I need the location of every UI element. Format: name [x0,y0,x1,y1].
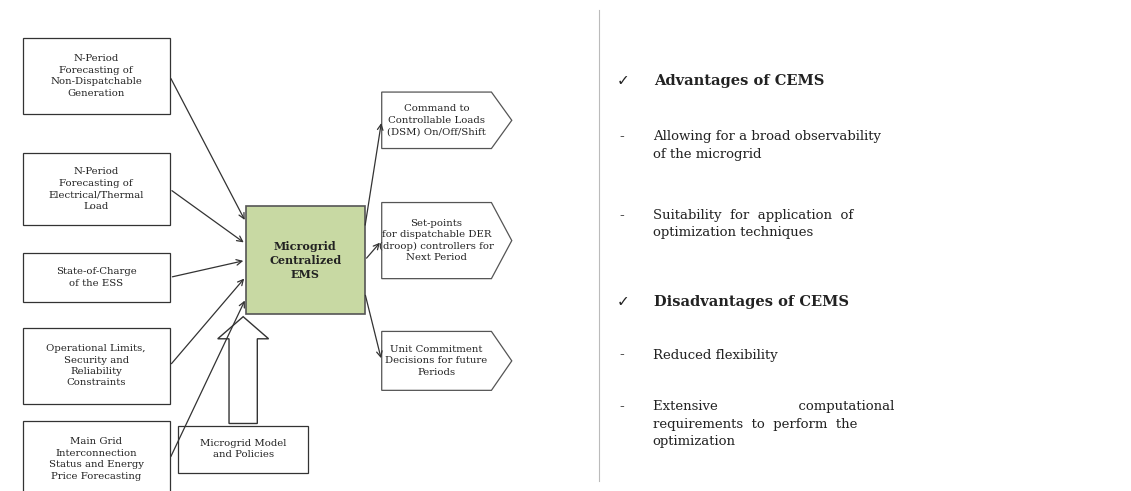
Polygon shape [217,317,269,423]
FancyBboxPatch shape [23,421,170,491]
Polygon shape [382,202,511,279]
Text: State-of-Charge
of the ESS: State-of-Charge of the ESS [55,267,137,288]
Polygon shape [382,331,511,390]
FancyBboxPatch shape [178,426,308,472]
Text: Extensive                   computational
requirements  to  perform  the
optimiz: Extensive computational requirements to … [653,400,893,448]
Text: Operational Limits,
Security and
Reliability
Constraints: Operational Limits, Security and Reliabi… [46,344,146,387]
Text: Command to
Controllable Loads
(DSM) On/Off/Shift: Command to Controllable Loads (DSM) On/O… [387,105,486,136]
Text: Microgrid
Centralized
EMS: Microgrid Centralized EMS [269,241,342,280]
Text: Suitability  for  application  of
optimization techniques: Suitability for application of optimizat… [653,209,853,239]
Text: Microgrid Model
and Policies: Microgrid Model and Policies [200,439,286,460]
FancyBboxPatch shape [23,253,170,302]
FancyBboxPatch shape [23,38,170,114]
Text: -: - [620,130,624,144]
Text: N-Period
Forecasting of
Non-Dispatchable
Generation: N-Period Forecasting of Non-Dispatchable… [50,55,143,98]
FancyBboxPatch shape [23,154,170,225]
Text: -: - [620,400,624,414]
Text: -: - [620,209,624,223]
Text: ✓: ✓ [616,74,629,88]
Text: Unit Commitment
Decisions for future
Periods: Unit Commitment Decisions for future Per… [386,345,487,377]
Text: N-Period
Forecasting of
Electrical/Thermal
Load: N-Period Forecasting of Electrical/Therm… [49,167,144,211]
Text: Allowing for a broad observability
of the microgrid: Allowing for a broad observability of th… [653,130,881,161]
Text: -: - [620,349,624,363]
Text: Set-points
for dispatchable DER
(droop) controllers for
Next Period: Set-points for dispatchable DER (droop) … [379,219,494,262]
Text: Main Grid
Interconnection
Status and Energy
Price Forecasting: Main Grid Interconnection Status and Ene… [49,437,144,481]
FancyBboxPatch shape [23,328,170,404]
Text: Disadvantages of CEMS: Disadvantages of CEMS [654,295,848,309]
Text: Advantages of CEMS: Advantages of CEMS [654,74,824,88]
Text: Reduced flexibility: Reduced flexibility [653,349,777,361]
FancyBboxPatch shape [247,206,364,314]
Text: ✓: ✓ [616,295,629,309]
Polygon shape [382,92,511,148]
